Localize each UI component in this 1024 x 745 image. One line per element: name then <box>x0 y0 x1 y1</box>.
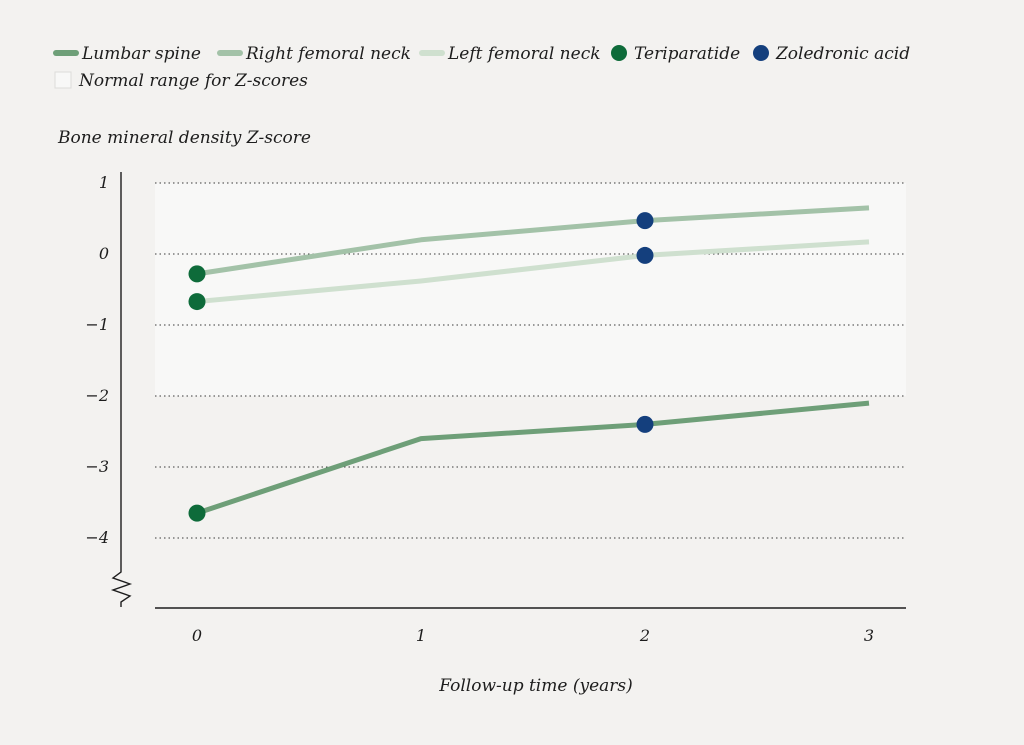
marker-zoledronic-acid <box>636 415 654 433</box>
x-tick-label: 0 <box>192 626 202 645</box>
legend-swatch-teriparatide <box>611 45 627 61</box>
legend-swatch-zoledronic-acid <box>753 45 769 61</box>
y-tick-label: −1 <box>85 315 109 334</box>
marker-zoledronic-acid <box>636 246 654 264</box>
legend-item-left-femoral-neck: Left femoral neck <box>419 44 601 64</box>
legend-label-normal-range: Normal range for Z-scores <box>78 71 308 91</box>
y-axis-line-with-break <box>110 172 133 607</box>
x-tick-label: 1 <box>416 626 426 645</box>
legend-item-zoledronic-acid: Zoledronic acid <box>753 44 910 64</box>
series-line-lumbar-spine <box>196 400 870 516</box>
legend-item-right-femoral-neck: Right femoral neck <box>217 44 411 64</box>
y-tick-label: 1 <box>99 173 109 192</box>
y-tick-label: −2 <box>85 386 109 405</box>
legend-item-normal-range: Normal range for Z-scores <box>54 71 308 91</box>
x-tick-label: 2 <box>639 626 650 645</box>
marker-teriparatide <box>188 265 206 283</box>
normal-range-band <box>155 183 906 396</box>
x-tick-label: 3 <box>864 626 874 645</box>
series-line-left-femoral-neck <box>196 239 870 305</box>
legend-label-teriparatide: Teriparatide <box>634 44 740 64</box>
legend-item-lumbar-spine: Lumbar spine <box>53 44 201 64</box>
legend-swatch-normal-range <box>54 71 72 89</box>
legend-label-lumbar-spine: Lumbar spine <box>81 44 201 64</box>
marker-zoledronic-acid <box>636 212 654 230</box>
marker-teriparatide <box>188 504 206 522</box>
legend-label-right-femoral-neck: Right femoral neck <box>245 44 411 64</box>
legend-item-teriparatide: Teriparatide <box>611 44 740 64</box>
y-tick-label: −3 <box>85 457 109 476</box>
legend: Lumbar spine Right femoral neck Left fem… <box>53 44 910 91</box>
y-tick-label: −4 <box>85 528 109 547</box>
x-axis-title: Follow-up time (years) <box>438 676 633 696</box>
y-tick-label: 0 <box>99 244 109 263</box>
series-line-right-femoral-neck <box>196 205 870 277</box>
legend-label-left-femoral-neck: Left femoral neck <box>447 44 601 64</box>
y-axis-title: Bone mineral density Z-score <box>57 128 311 148</box>
marker-teriparatide <box>188 293 206 311</box>
legend-label-zoledronic-acid: Zoledronic acid <box>775 44 910 64</box>
